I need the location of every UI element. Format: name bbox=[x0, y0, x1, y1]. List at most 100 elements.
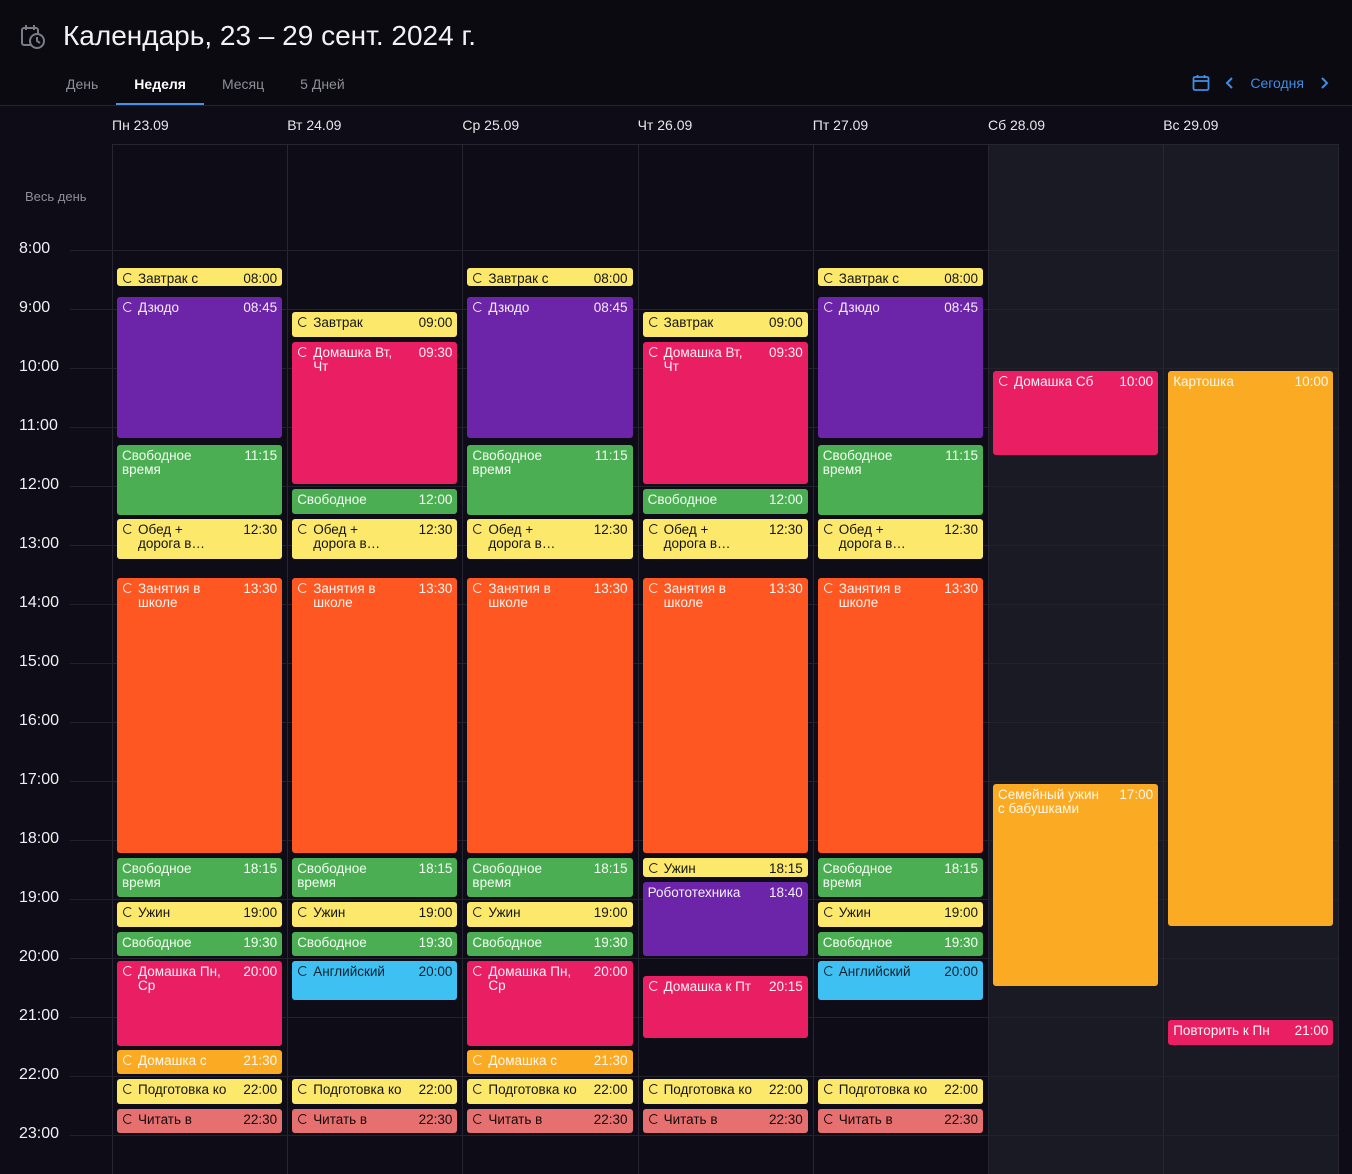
calendar-event[interactable]: Занятия в школе 13:30 bbox=[817, 577, 983, 853]
event-title: Свободное время bbox=[472, 860, 542, 890]
calendar-event[interactable]: Свободное время 11:15 bbox=[467, 444, 633, 515]
calendar-event[interactable]: Свободное время 18:15 bbox=[467, 857, 633, 898]
calendar-event[interactable]: Обед + дорога в… 12:30 bbox=[117, 518, 283, 559]
calendar-event[interactable]: Дзюдо 08:45 bbox=[117, 297, 283, 438]
day-header[interactable]: Ср 25.09 bbox=[462, 117, 520, 133]
event-title: Ужин bbox=[663, 860, 696, 876]
event-title-wrap: Подготовка ко bbox=[297, 1083, 402, 1097]
calendar-event[interactable]: Домашка Вт, Чт 09:30 bbox=[292, 341, 458, 485]
calendar-event[interactable]: Английский 20:00 bbox=[292, 961, 458, 1001]
calendar-event[interactable]: Подготовка ко 22:00 bbox=[817, 1079, 983, 1104]
calendar-event[interactable]: Обед + дорога в… 12:30 bbox=[817, 518, 983, 559]
calendar-event[interactable]: Домашка Пн, Ср 20:00 bbox=[117, 961, 283, 1046]
event-time: 20:15 bbox=[768, 978, 803, 994]
calendar-event[interactable]: Читать в 22:30 bbox=[292, 1108, 458, 1134]
calendar-event[interactable]: Свободное 19:30 bbox=[817, 931, 983, 957]
repeat-icon bbox=[473, 302, 484, 313]
hour-label: 18:00 bbox=[19, 830, 60, 847]
calendar-event[interactable]: Свободное время 11:15 bbox=[117, 444, 283, 515]
calendar-event[interactable]: Подготовка ко 22:00 bbox=[292, 1079, 458, 1104]
event-title-wrap: Английский bbox=[823, 965, 911, 979]
calendar-event[interactable]: Картошка 10:00 bbox=[1168, 371, 1334, 926]
calendar-event[interactable]: Свободное 12:00 bbox=[292, 489, 458, 514]
day-header[interactable]: Пт 27.09 bbox=[812, 117, 869, 133]
calendar-event[interactable]: Свободное 19:30 bbox=[117, 931, 283, 957]
calendar-event[interactable]: Завтрак 09:00 bbox=[642, 312, 808, 337]
event-time: 22:00 bbox=[418, 1082, 453, 1097]
event-header: Обед + дорога в… 12:30 bbox=[472, 522, 628, 551]
repeat-icon bbox=[823, 907, 834, 917]
day-header[interactable]: Пн 23.09 bbox=[112, 117, 169, 133]
calendar-event[interactable]: Домашка с 21:30 bbox=[467, 1049, 633, 1075]
day-header[interactable]: Вс 29.09 bbox=[1163, 117, 1219, 133]
calendar-event[interactable]: Завтрак с 08:00 bbox=[817, 267, 983, 286]
calendar-event[interactable]: Домашка с 21:30 bbox=[117, 1049, 283, 1075]
calendar-event[interactable]: Читать в 22:30 bbox=[467, 1108, 633, 1134]
event-title-wrap: Читать в bbox=[823, 1112, 893, 1127]
calendar-event[interactable]: Обед + дорога в… 12:30 bbox=[292, 518, 458, 559]
calendar-event[interactable]: Свободное время 18:15 bbox=[817, 857, 983, 898]
calendar-event[interactable]: Обед + дорога в… 12:30 bbox=[642, 518, 808, 559]
calendar-event[interactable]: Завтрак с 08:00 bbox=[117, 267, 283, 286]
calendar-event[interactable]: Свободное 19:30 bbox=[467, 931, 633, 957]
calendar-event[interactable]: Ужин 19:00 bbox=[117, 902, 283, 927]
calendar-event[interactable]: Свободное 19:30 bbox=[292, 931, 458, 957]
event-header: Домашка Пн, Ср 20:00 bbox=[472, 965, 628, 993]
calendar-event[interactable]: Ужин 19:00 bbox=[292, 902, 458, 927]
date-navigation: Сегодня bbox=[1192, 74, 1330, 92]
calendar-event[interactable]: Домашка к Пт 20:15 bbox=[642, 975, 808, 1038]
day-header[interactable]: Сб 28.09 bbox=[988, 117, 1046, 133]
event-title-wrap: Читать в bbox=[297, 1112, 367, 1127]
calendar-event[interactable]: Обед + дорога в… 12:30 bbox=[467, 518, 633, 559]
calendar-event[interactable]: Занятия в школе 13:30 bbox=[642, 577, 808, 853]
calendar-event[interactable]: Занятия в школе 13:30 bbox=[467, 577, 633, 853]
tab-month[interactable]: Месяц bbox=[221, 76, 265, 92]
repeat-icon bbox=[123, 582, 133, 593]
chevron-right-icon[interactable] bbox=[1318, 76, 1330, 90]
chevron-left-icon[interactable] bbox=[1224, 76, 1236, 90]
day-header[interactable]: Чт 26.09 bbox=[637, 117, 693, 133]
calendar-event[interactable]: Свободное время 11:15 bbox=[817, 444, 983, 515]
repeat-icon bbox=[473, 272, 484, 283]
day-header[interactable]: Вт 24.09 bbox=[287, 117, 342, 133]
event-header: Завтрак 09:00 bbox=[297, 316, 452, 330]
event-header: Ужин 19:00 bbox=[122, 906, 277, 920]
calendar-event[interactable]: Робототехника 18:40 bbox=[642, 882, 808, 957]
calendar-event[interactable]: Занятия в школе 13:30 bbox=[117, 577, 283, 853]
calendar-icon[interactable] bbox=[1192, 74, 1210, 92]
calendar-event[interactable]: Свободное время 18:15 bbox=[117, 857, 283, 898]
calendar-event[interactable]: Дзюдо 08:45 bbox=[817, 297, 983, 438]
event-title: Завтрак с bbox=[838, 270, 899, 286]
calendar-event[interactable]: Подготовка ко 22:00 bbox=[642, 1079, 808, 1104]
calendar-event[interactable]: Подготовка ко 22:00 bbox=[117, 1079, 283, 1104]
event-time: 22:30 bbox=[944, 1111, 978, 1127]
calendar-event[interactable]: Домашка Сб 10:00 bbox=[993, 371, 1159, 455]
today-button[interactable]: Сегодня bbox=[1250, 75, 1304, 91]
event-title: Английский bbox=[313, 964, 385, 979]
event-title-wrap: Занятия в школе bbox=[648, 581, 726, 610]
tab-day[interactable]: День bbox=[66, 76, 99, 92]
event-time: 21:30 bbox=[243, 1052, 278, 1068]
calendar-event[interactable]: Свободное 12:00 bbox=[642, 489, 808, 514]
calendar-event[interactable]: Свободное время 18:15 bbox=[292, 857, 458, 898]
calendar-event[interactable]: Семейный ужин с бабушками 17:00 bbox=[993, 784, 1159, 986]
calendar-event[interactable]: Домашка Пн, Ср 20:00 bbox=[467, 961, 633, 1046]
calendar-event[interactable]: Ужин 18:15 bbox=[642, 857, 808, 878]
calendar-event[interactable]: Завтрак с 08:00 bbox=[467, 267, 633, 286]
calendar-event[interactable]: Подготовка ко 22:00 bbox=[467, 1079, 633, 1104]
calendar-event[interactable]: Читать в 22:30 bbox=[642, 1108, 808, 1134]
calendar-event[interactable]: Домашка Вт, Чт 09:30 bbox=[642, 341, 808, 485]
calendar-event[interactable]: Дзюдо 08:45 bbox=[467, 297, 633, 438]
calendar-event[interactable]: Ужин 19:00 bbox=[467, 902, 633, 927]
calendar-event[interactable]: Английский 20:00 bbox=[817, 961, 983, 1001]
calendar-event[interactable]: Повторить к Пн 21:00 bbox=[1168, 1020, 1334, 1045]
calendar-event[interactable]: Занятия в школе 13:30 bbox=[292, 577, 458, 853]
calendar-event[interactable]: Читать в 22:30 bbox=[817, 1108, 983, 1134]
calendar-event[interactable]: Ужин 19:00 bbox=[817, 902, 983, 927]
calendar-event[interactable]: Завтрак 09:00 bbox=[292, 312, 458, 337]
calendar-event[interactable]: Читать в 22:30 bbox=[117, 1108, 283, 1134]
event-title-wrap: Свободное время bbox=[122, 861, 192, 890]
repeat-icon bbox=[999, 376, 1009, 386]
tab-5-days[interactable]: 5 Дней bbox=[300, 76, 345, 92]
tab-week[interactable]: Неделя bbox=[116, 74, 204, 106]
